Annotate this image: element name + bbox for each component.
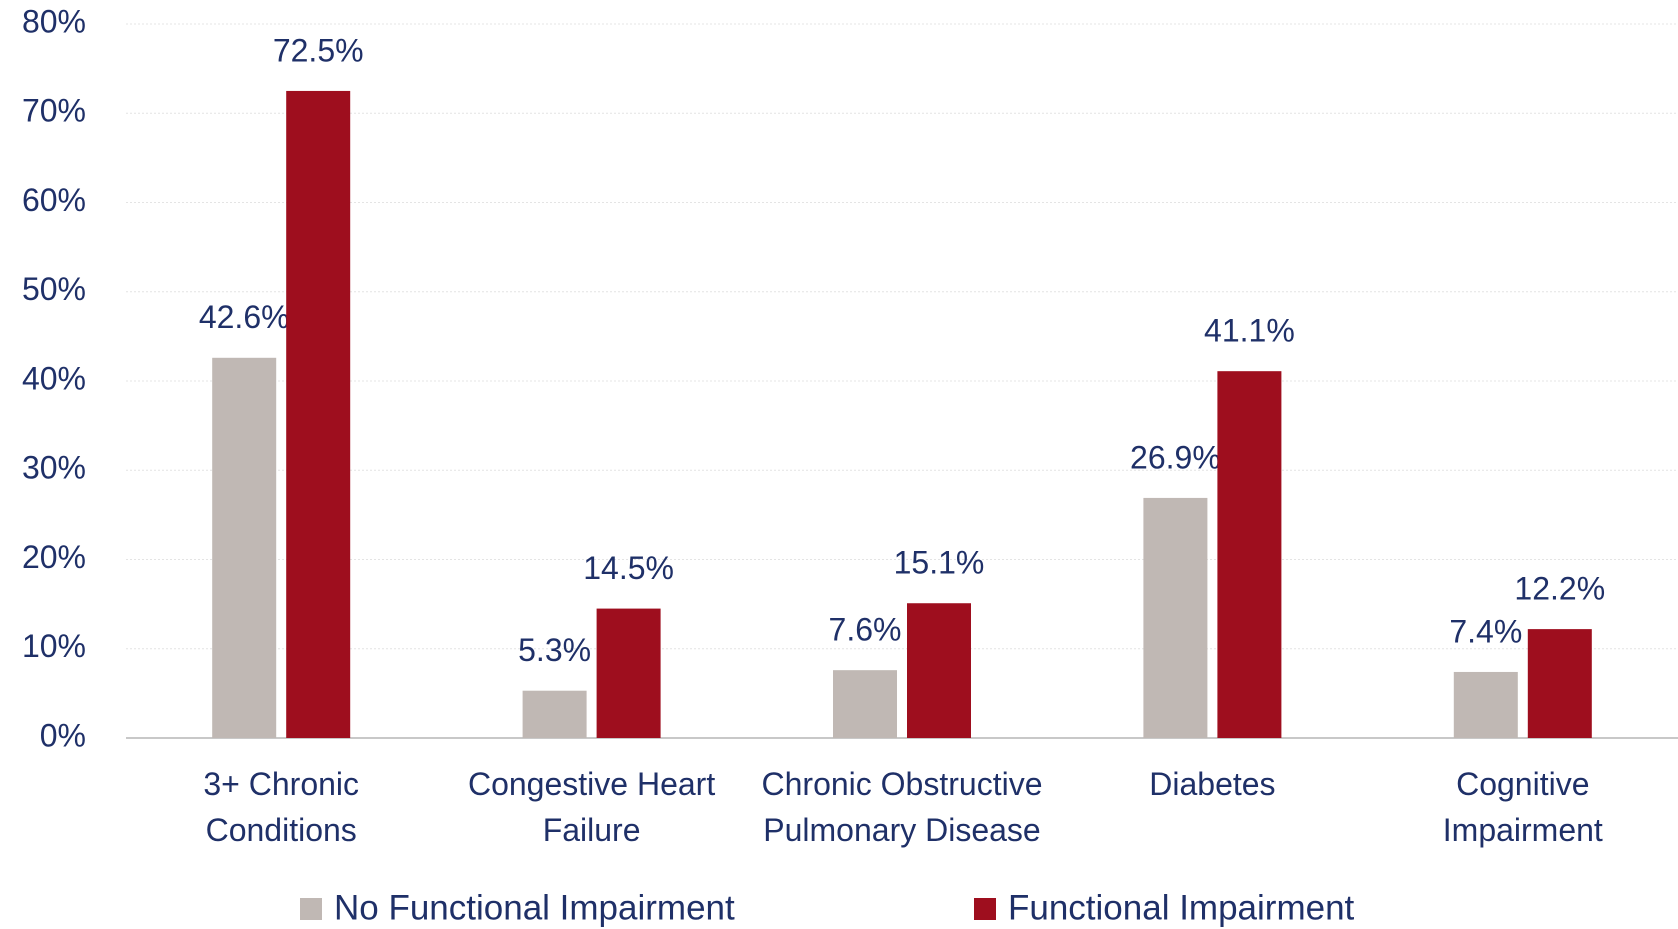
legend-label: No Functional Impairment (334, 888, 735, 927)
bar (1453, 671, 1518, 738)
y-tick-label: 40% (22, 360, 86, 396)
x-tick-label: Cognitive Impairment (1443, 766, 1603, 848)
bar (1527, 629, 1592, 738)
bar (1143, 497, 1208, 738)
y-tick-label: 10% (22, 628, 86, 664)
x-tick-label: 3+ Chronic Conditions (203, 766, 359, 848)
bar (596, 608, 661, 738)
y-tick-label: 20% (22, 539, 86, 575)
legend-swatch (300, 898, 322, 920)
bar (286, 90, 351, 738)
x-tick-label: Chronic Obstructive Pulmonary Disease (762, 766, 1043, 848)
bar (833, 670, 897, 738)
bar (907, 603, 971, 738)
bar (1217, 371, 1282, 738)
y-tick-label: 70% (22, 93, 86, 129)
x-tick-label: Congestive Heart Failure (468, 766, 715, 848)
data-label: 41.1% (1204, 313, 1295, 349)
y-tick-label: 50% (22, 271, 86, 307)
data-label: 7.4% (1449, 613, 1522, 649)
bar (212, 357, 277, 738)
data-label: 7.6% (829, 612, 902, 648)
data-label: 12.2% (1514, 571, 1605, 607)
data-label: 42.6% (199, 299, 290, 335)
y-tick-label: 80% (22, 3, 86, 39)
y-tick-label: 0% (40, 717, 86, 753)
y-tick-label: 30% (22, 450, 86, 486)
data-label: 5.3% (518, 632, 591, 668)
data-label: 26.9% (1130, 439, 1221, 475)
bar (522, 690, 587, 738)
data-label: 72.5% (273, 32, 364, 68)
legend-swatch (974, 898, 996, 920)
x-tick-label: Diabetes (1149, 766, 1275, 802)
data-label: 14.5% (583, 550, 674, 586)
legend-label: Functional Impairment (1008, 888, 1355, 927)
data-label: 15.1% (894, 545, 985, 581)
y-tick-label: 60% (22, 182, 86, 218)
